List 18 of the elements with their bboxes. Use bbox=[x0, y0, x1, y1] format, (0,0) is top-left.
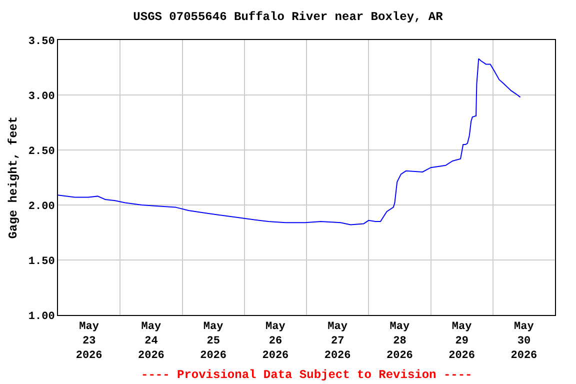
text: ---- Provisional Data Subject to Revision ---- bbox=[141, 368, 472, 382]
y-tick-label: 2.00 bbox=[28, 200, 55, 213]
y-tick-label: 2.50 bbox=[28, 146, 55, 158]
x-tick-label: May 23 2026 bbox=[76, 321, 102, 362]
x-tick-label: May 28 2026 bbox=[386, 321, 413, 362]
y-tick-label: 1.50 bbox=[28, 256, 55, 268]
x-tick-label: May 29 2026 bbox=[448, 321, 476, 362]
x-tick-label: May 25 2026 bbox=[200, 321, 227, 362]
y-tick-label: 3.50 bbox=[28, 36, 55, 48]
y-tick-label: 3.00 bbox=[28, 90, 55, 103]
y-axis-title: Gage height, feet bbox=[6, 116, 21, 239]
x-tick-label: May 24 2026 bbox=[138, 321, 164, 362]
x-tick-label: May 30 2026 bbox=[510, 321, 538, 362]
x-tick-label: May 27 2026 bbox=[324, 321, 351, 362]
line-series bbox=[58, 58, 521, 226]
x-tick-label: May 26 2026 bbox=[262, 321, 289, 362]
chart-title: USGS 07055646 Buffalo River near Boxley, AR bbox=[133, 10, 444, 24]
y-tick-label: 1.00 bbox=[28, 310, 55, 323]
